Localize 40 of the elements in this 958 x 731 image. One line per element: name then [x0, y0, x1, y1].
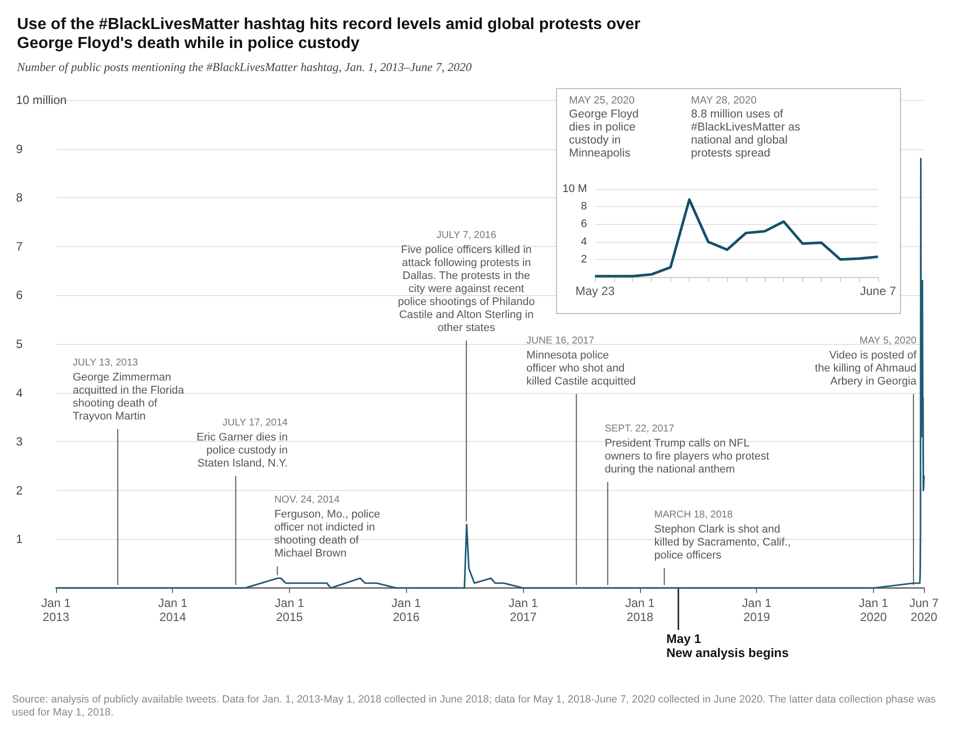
- annotation: MAY 5, 2020 Video is posted of the killing of Ahmaud Arbery in Georgia: [814, 336, 918, 388]
- x-tick-label: Jan 1 2016: [392, 596, 422, 624]
- y-tick-label: 8: [16, 190, 23, 205]
- y-tick-label: 2: [580, 253, 587, 266]
- y-tick-label: 5: [16, 337, 23, 351]
- y-tick-label: 1: [16, 532, 23, 546]
- x-tick-label: Jan 1 2013: [41, 596, 71, 624]
- y-tick-label: 10 M: [562, 183, 587, 195]
- y-tick-label: 2: [16, 483, 23, 498]
- x-tick-label: Jun 7 2020: [909, 596, 939, 624]
- annotation: SEPT. 22, 2017 President Trump calls on NFL owners to fire players who protest during the national anthem: [604, 424, 770, 476]
- y-tick-label: 9: [16, 142, 23, 156]
- x-tick-label: Jan 1 2019: [742, 596, 772, 624]
- x-tick-label: May 23: [575, 284, 615, 298]
- annotation: JULY 7, 2016 Five police officers killed in attack following protests in Dallas. The protests in the city were against recent police shootings of Philando Castile and Alton Sterling in other states: [398, 230, 535, 334]
- annotation: JULY 13, 2013 George Zimmerman acquitted in the Florida shooting death of Trayvon Martin: [72, 358, 185, 422]
- chart-title: Use of the #BlackLivesMatter hashtag hits record levels amid global protests over George Floyd's death while in police custody: [17, 16, 640, 52]
- annotation: MARCH 18, 2018 Stephon Clark is shot and killed by Sacramento, Calif., police officers: [654, 510, 791, 562]
- annotation: JULY 17, 2014 Eric Garner dies in police custody in Staten Island, N.Y.: [196, 418, 288, 470]
- y-tick-label: 8: [580, 200, 587, 213]
- x-tick-label: Jan 1 2015: [274, 596, 304, 624]
- x-tick-label: Jan 1 2014: [158, 596, 188, 624]
- x-tick-label: Jan 1 2017: [508, 596, 538, 624]
- chart-subtitle: Number of public posts mentioning the #BlackLivesMatter hashtag, Jan. 1, 2013–June 7, 2020: [16, 60, 472, 74]
- ref-line-label: May 1 New analysis begins: [666, 632, 789, 660]
- y-tick-label: 3: [16, 434, 23, 449]
- y-tick-label: 7: [16, 239, 23, 254]
- x-tick-label: June 7: [860, 284, 896, 298]
- y-tick-label: 4: [16, 386, 23, 400]
- annotation: JUNE 16, 2017 Minnesota police officer who shot and killed Castile acquitted: [526, 336, 636, 388]
- source-note: Source: analysis of publicly available tweets. Data for Jan. 1, 2013-May 1, 2018 collected in June 2018; data for May 1, 2018-June 7, 2020 collected in June 2020. The latter data collection phase was used for May 1, 2018.: [12, 694, 939, 718]
- y-tick-label: 6: [16, 288, 23, 302]
- y-tick-label: 4: [580, 236, 587, 248]
- x-tick-label: Jan 1 2020: [858, 596, 888, 624]
- annotation: MAY 28, 2020 8.8 million uses of #BlackLivesMatter as national and global protests spread: [691, 94, 801, 160]
- annotation: NOV. 24, 2014 Ferguson, Mo., police officer not indicted in shooting death of Michael Brown: [274, 494, 380, 560]
- annotation: MAY 25, 2020 George Floyd dies in police custody in Minneapolis: [569, 94, 639, 160]
- y-tick-label: 6: [580, 218, 587, 230]
- x-tick-label: Jan 1 2018: [625, 596, 655, 624]
- y-tick-label: 10 million: [16, 93, 67, 107]
